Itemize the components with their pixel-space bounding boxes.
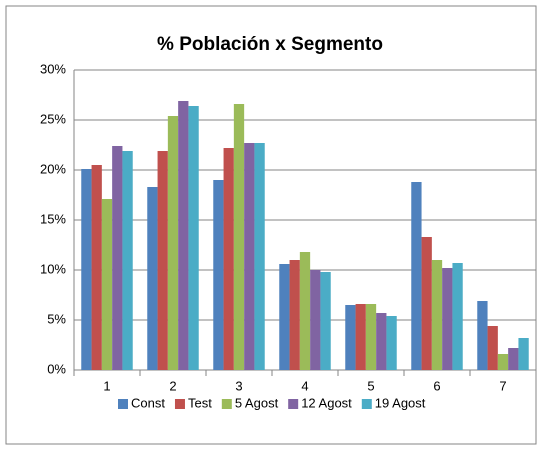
x-tick-label: 7 <box>499 378 506 393</box>
bar <box>345 305 356 370</box>
bar <box>518 338 529 370</box>
x-tick-label: 1 <box>103 378 110 393</box>
y-tick-label: 25% <box>40 111 66 126</box>
y-tick-label: 30% <box>40 61 66 76</box>
y-tick-label: 20% <box>40 161 66 176</box>
bar <box>157 151 168 370</box>
x-tick-label: 3 <box>235 378 242 393</box>
bar <box>101 199 113 370</box>
y-tick-label: 0% <box>47 361 66 376</box>
y-tick-label: 10% <box>40 261 66 276</box>
bar <box>411 182 422 370</box>
bar <box>81 169 92 370</box>
bar <box>91 165 102 370</box>
bar <box>112 146 123 370</box>
bar <box>244 143 255 370</box>
bar <box>452 263 463 370</box>
legend-label: Const <box>131 395 165 410</box>
bar <box>497 354 509 370</box>
bar <box>355 304 366 370</box>
legend-label: Test <box>188 395 212 410</box>
bar <box>376 313 387 370</box>
bar <box>178 101 189 370</box>
bar <box>233 104 245 370</box>
bar <box>299 252 311 370</box>
legend-swatch <box>174 399 185 409</box>
y-tick-label: 5% <box>47 311 66 326</box>
bar <box>477 301 488 370</box>
legend-swatch <box>361 399 372 409</box>
bar <box>320 272 331 370</box>
bar <box>431 260 443 370</box>
legend-swatch <box>288 399 299 409</box>
x-tick-label: 6 <box>433 378 440 393</box>
bar <box>365 304 377 370</box>
bar <box>421 237 432 370</box>
legend-label: 5 Agost <box>235 395 279 410</box>
bar <box>487 326 498 370</box>
y-tick-label: 15% <box>40 211 66 226</box>
legend-label: 19 Agost <box>375 395 426 410</box>
bar <box>188 106 199 370</box>
bar <box>167 116 179 370</box>
chart-title: % Población x Segmento <box>157 34 383 55</box>
bar <box>147 187 158 370</box>
bar <box>254 143 265 370</box>
bar <box>289 260 300 370</box>
legend-label: 12 Agost <box>301 395 352 410</box>
bar <box>442 268 453 370</box>
bar <box>213 180 224 370</box>
bar <box>310 270 321 370</box>
legend-swatch <box>221 399 232 409</box>
bar <box>122 151 133 370</box>
bar <box>223 148 234 370</box>
bar <box>279 264 290 370</box>
legend-swatch <box>118 399 128 409</box>
x-tick-label: 4 <box>301 378 308 393</box>
x-tick-label: 5 <box>367 378 374 393</box>
bar <box>508 348 519 370</box>
x-tick-label: 2 <box>169 378 176 393</box>
bar <box>386 316 397 370</box>
